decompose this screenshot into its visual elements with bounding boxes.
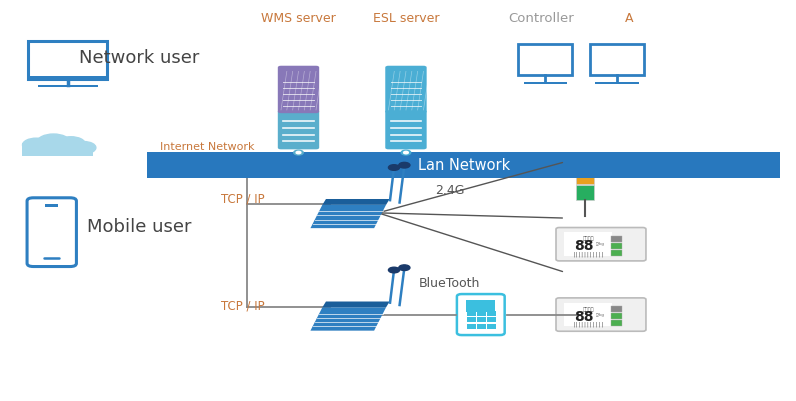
Polygon shape (310, 205, 386, 229)
Bar (576, 169, 594, 184)
Bar (28, 77, 107, 80)
FancyBboxPatch shape (27, 198, 76, 267)
Polygon shape (322, 302, 390, 308)
Bar (467, 318, 476, 322)
Bar (466, 300, 495, 313)
Text: Controller: Controller (509, 12, 574, 24)
Bar (477, 318, 486, 322)
Bar (564, 233, 612, 257)
FancyBboxPatch shape (518, 45, 572, 76)
Bar (477, 324, 486, 329)
Bar (564, 303, 612, 326)
Circle shape (399, 163, 410, 168)
FancyBboxPatch shape (385, 111, 427, 150)
FancyBboxPatch shape (556, 298, 646, 331)
Text: 元/kg: 元/kg (595, 312, 605, 316)
Text: WMS server: WMS server (261, 12, 336, 24)
Polygon shape (322, 200, 390, 205)
Bar (38, 86, 98, 88)
Text: Internet Network: Internet Network (160, 142, 254, 151)
Bar (611, 314, 622, 319)
Bar (576, 185, 594, 200)
Text: ESL server: ESL server (373, 12, 439, 24)
Text: 元/kg: 元/kg (595, 242, 605, 246)
FancyBboxPatch shape (28, 43, 107, 80)
Text: Network user: Network user (79, 49, 200, 67)
FancyBboxPatch shape (278, 67, 319, 114)
Circle shape (404, 152, 408, 154)
Circle shape (399, 265, 410, 271)
Text: |||||||||||: ||||||||||| (572, 321, 604, 326)
Bar (147, 152, 780, 178)
Circle shape (388, 165, 400, 171)
Text: |||||||||||: ||||||||||| (572, 251, 604, 256)
Circle shape (388, 267, 400, 273)
Bar (467, 311, 476, 316)
Bar (21, 143, 93, 157)
Text: 超级单价: 超级单价 (583, 306, 594, 311)
Bar (611, 237, 622, 242)
Text: 超级单价: 超级单价 (583, 236, 594, 241)
Text: Mobile user: Mobile user (87, 218, 192, 235)
Polygon shape (310, 308, 386, 331)
Circle shape (22, 139, 49, 152)
Circle shape (72, 142, 96, 154)
Circle shape (57, 138, 85, 152)
FancyBboxPatch shape (457, 294, 505, 335)
Bar (45, 204, 58, 208)
Bar (524, 83, 567, 85)
FancyBboxPatch shape (556, 228, 646, 261)
Bar (611, 320, 622, 326)
Bar (595, 83, 638, 85)
Text: TCP / IP: TCP / IP (221, 192, 264, 205)
Bar (611, 250, 622, 256)
Text: 88: 88 (575, 309, 594, 323)
Circle shape (294, 151, 303, 156)
Bar (467, 324, 476, 329)
Circle shape (401, 151, 411, 156)
FancyBboxPatch shape (385, 67, 427, 114)
Text: BlueTooth: BlueTooth (419, 276, 481, 289)
Circle shape (296, 152, 301, 154)
Bar (611, 243, 622, 249)
Bar (487, 318, 496, 322)
FancyBboxPatch shape (278, 111, 319, 150)
Text: TCP / IP: TCP / IP (221, 298, 264, 311)
Text: 88: 88 (575, 239, 594, 253)
Bar (611, 307, 622, 312)
Text: 2.4G: 2.4G (435, 184, 465, 197)
Bar (477, 311, 486, 316)
Bar (576, 152, 594, 168)
Bar (487, 311, 496, 316)
Circle shape (37, 135, 70, 152)
Text: Lan Network: Lan Network (418, 158, 509, 173)
FancyBboxPatch shape (590, 45, 644, 76)
Bar (487, 324, 496, 329)
Text: A: A (625, 12, 633, 24)
